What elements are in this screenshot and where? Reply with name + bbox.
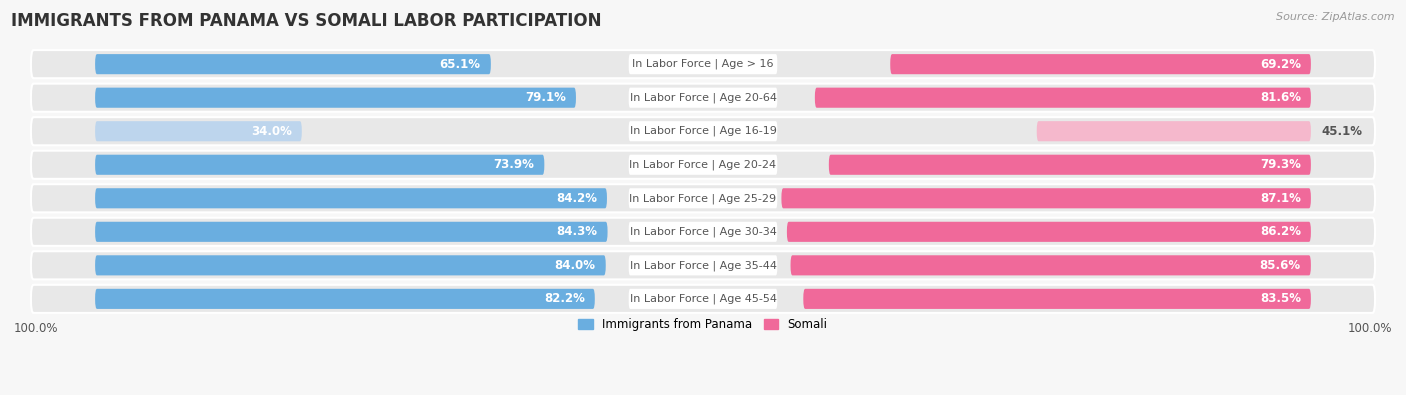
- FancyBboxPatch shape: [890, 54, 1310, 74]
- FancyBboxPatch shape: [96, 155, 544, 175]
- FancyBboxPatch shape: [815, 88, 1310, 108]
- Text: 84.2%: 84.2%: [555, 192, 596, 205]
- Text: In Labor Force | Age 20-24: In Labor Force | Age 20-24: [630, 160, 776, 170]
- Text: 100.0%: 100.0%: [14, 322, 59, 335]
- Text: In Labor Force | Age 35-44: In Labor Force | Age 35-44: [630, 260, 776, 271]
- FancyBboxPatch shape: [787, 222, 1310, 242]
- FancyBboxPatch shape: [628, 188, 778, 208]
- FancyBboxPatch shape: [628, 222, 778, 242]
- FancyBboxPatch shape: [31, 184, 1375, 213]
- FancyBboxPatch shape: [828, 155, 1310, 175]
- Text: 69.2%: 69.2%: [1260, 58, 1301, 71]
- Text: 85.6%: 85.6%: [1260, 259, 1301, 272]
- FancyBboxPatch shape: [31, 50, 1375, 78]
- Text: 100.0%: 100.0%: [1347, 322, 1392, 335]
- Text: 83.5%: 83.5%: [1260, 292, 1301, 305]
- Text: 86.2%: 86.2%: [1260, 225, 1301, 238]
- FancyBboxPatch shape: [31, 150, 1375, 179]
- FancyBboxPatch shape: [96, 54, 491, 74]
- Text: Source: ZipAtlas.com: Source: ZipAtlas.com: [1277, 12, 1395, 22]
- Text: 73.9%: 73.9%: [494, 158, 534, 171]
- Text: 79.3%: 79.3%: [1260, 158, 1301, 171]
- FancyBboxPatch shape: [31, 218, 1375, 246]
- Text: In Labor Force | Age 16-19: In Labor Force | Age 16-19: [630, 126, 776, 137]
- FancyBboxPatch shape: [803, 289, 1310, 309]
- FancyBboxPatch shape: [628, 121, 778, 141]
- Text: In Labor Force | Age > 16: In Labor Force | Age > 16: [633, 59, 773, 70]
- FancyBboxPatch shape: [31, 117, 1375, 145]
- FancyBboxPatch shape: [96, 222, 607, 242]
- FancyBboxPatch shape: [96, 188, 607, 208]
- FancyBboxPatch shape: [790, 255, 1310, 275]
- Text: 84.3%: 84.3%: [557, 225, 598, 238]
- FancyBboxPatch shape: [96, 255, 606, 275]
- FancyBboxPatch shape: [628, 54, 778, 74]
- Text: 82.2%: 82.2%: [544, 292, 585, 305]
- FancyBboxPatch shape: [31, 251, 1375, 279]
- Text: 79.1%: 79.1%: [524, 91, 565, 104]
- Text: In Labor Force | Age 30-34: In Labor Force | Age 30-34: [630, 227, 776, 237]
- FancyBboxPatch shape: [628, 155, 778, 175]
- FancyBboxPatch shape: [628, 88, 778, 108]
- FancyBboxPatch shape: [31, 84, 1375, 112]
- Text: 45.1%: 45.1%: [1322, 125, 1362, 138]
- FancyBboxPatch shape: [96, 121, 302, 141]
- Legend: Immigrants from Panama, Somali: Immigrants from Panama, Somali: [574, 313, 832, 336]
- Text: 87.1%: 87.1%: [1260, 192, 1301, 205]
- FancyBboxPatch shape: [96, 289, 595, 309]
- Text: In Labor Force | Age 45-54: In Labor Force | Age 45-54: [630, 293, 776, 304]
- Text: 34.0%: 34.0%: [250, 125, 291, 138]
- Text: In Labor Force | Age 20-64: In Labor Force | Age 20-64: [630, 92, 776, 103]
- FancyBboxPatch shape: [96, 88, 576, 108]
- Text: 84.0%: 84.0%: [554, 259, 596, 272]
- FancyBboxPatch shape: [31, 285, 1375, 313]
- FancyBboxPatch shape: [628, 255, 778, 275]
- FancyBboxPatch shape: [782, 188, 1310, 208]
- Text: 81.6%: 81.6%: [1260, 91, 1301, 104]
- FancyBboxPatch shape: [1036, 121, 1310, 141]
- Text: IMMIGRANTS FROM PANAMA VS SOMALI LABOR PARTICIPATION: IMMIGRANTS FROM PANAMA VS SOMALI LABOR P…: [11, 12, 602, 30]
- Text: 65.1%: 65.1%: [440, 58, 481, 71]
- FancyBboxPatch shape: [628, 289, 778, 309]
- Text: In Labor Force | Age 25-29: In Labor Force | Age 25-29: [630, 193, 776, 203]
